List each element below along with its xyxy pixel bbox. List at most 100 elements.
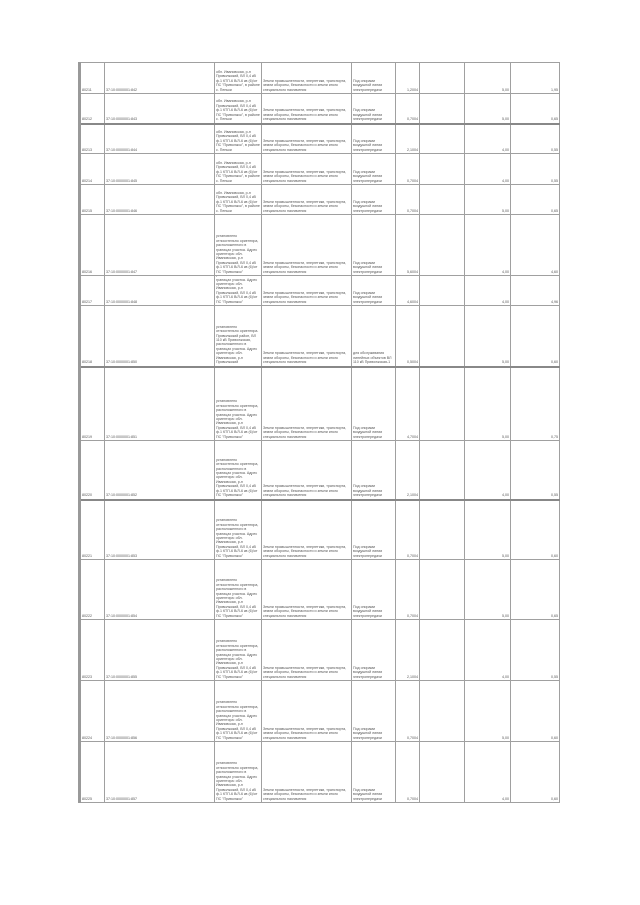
- cell-restriction: Под опорами воздушной линии электроперед…: [351, 62, 396, 94]
- value-text: 1,95: [551, 87, 558, 92]
- cell-address: установлено относительно ориентира, расп…: [214, 741, 262, 803]
- cell-value: 0,65: [510, 93, 560, 125]
- cell-land-purpose: Земли промышленности, энергетики, трансп…: [261, 123, 352, 154]
- area-text: 5,6004: [407, 269, 418, 274]
- area-text: 4,6004: [407, 299, 418, 304]
- cell-restriction: Под опорами воздушной линии электроперед…: [351, 366, 396, 441]
- land-purpose-text: Земли промышленности, энергетики, трансп…: [263, 787, 347, 801]
- cadastral-number-text: 37:10:0000001:853: [106, 553, 137, 558]
- cell-address: обл. Ивановская, р-н Приволжский, ВЛ 0,4…: [214, 62, 262, 94]
- cell-empty-cell: [419, 741, 465, 803]
- row-id-text: 80225: [82, 796, 93, 801]
- table-row: 80218 37:10:0000001:850 установлено относи…: [78, 305, 560, 368]
- cell-restriction: Под опорами воздушной линии электроперед…: [351, 214, 396, 276]
- cell-area: 5,6004: [395, 214, 420, 276]
- restriction-text: Под опорами воздушной линии электроперед…: [353, 199, 383, 213]
- area-text: 0,7004: [407, 178, 418, 183]
- cell-empty-cell: [419, 214, 465, 276]
- area-text: 2,1004: [407, 147, 418, 152]
- table-row: 80222 37:10:0000001:854 установлено относи…: [78, 559, 560, 620]
- table-row: 80220 37:10:0000001:852 установлено относи…: [78, 440, 560, 501]
- table-row: 80215 37:10:0000001:846 обл. Ивановская, р…: [78, 184, 560, 215]
- cell-value: 4,60: [510, 214, 560, 276]
- value-text: 0,65: [551, 117, 558, 122]
- cell-rate: 5,00: [464, 184, 511, 215]
- table-row: 80219 37:10:0000001:851 установлено относи…: [78, 366, 560, 441]
- area-text: 0,5004: [407, 360, 418, 365]
- cadastral-number-text: 37:10:0000001:846: [106, 208, 137, 213]
- cell-empty-cell: [419, 305, 465, 368]
- address-text: установлено относительно ориентира, расп…: [216, 234, 259, 274]
- cell-empty-cell: [419, 499, 465, 560]
- cell-cadastral-number: 37:10:0000001:844: [104, 123, 215, 154]
- cell-row-id: 80224: [78, 680, 105, 742]
- address-text: обл. Ивановская, р-н Приволжский, ВЛ 0,4…: [216, 129, 260, 152]
- address-text: установлено относительно ориентира, расп…: [216, 700, 259, 740]
- table-row: 80212 37:10:0000001:843 обл. Ивановская, р…: [78, 93, 560, 125]
- restriction-text: Под опорами воздушной линии электроперед…: [353, 78, 383, 92]
- land-purpose-text: Земли промышленности, энергетики, трансп…: [263, 665, 347, 679]
- cell-value: 0,60: [510, 741, 560, 803]
- cell-address: обл. Ивановская, р-н Приволжский, ВЛ 0,4…: [214, 153, 262, 185]
- row-id-text: 80219: [82, 434, 93, 439]
- cell-address: установлено относительно ориентира, расп…: [214, 680, 262, 742]
- table-row: 80216 37:10:0000001:847 установлено относи…: [78, 214, 560, 276]
- cell-address: установлено относительно ориентира, расп…: [214, 366, 262, 441]
- rate-text: 5,00: [502, 613, 509, 618]
- cell-cadastral-number: 37:10:0000001:846: [104, 184, 215, 215]
- cell-land-purpose: Земли промышленности, энергетики, трансп…: [261, 275, 352, 306]
- cell-land-purpose: Земли промышленности, энергетики, трансп…: [261, 214, 352, 276]
- cell-value: 0,65: [510, 559, 560, 620]
- cell-cadastral-number: 37:10:0000001:851: [104, 366, 215, 441]
- cell-restriction: Под опорами воздушной линии электроперед…: [351, 153, 396, 185]
- cell-empty-cell: [419, 619, 465, 681]
- value-text: 0,65: [551, 613, 558, 618]
- cell-empty-cell: [419, 93, 465, 125]
- row-id-text: 80213: [82, 147, 93, 152]
- address-text: установлено относительно ориентира, расп…: [216, 399, 259, 439]
- restriction-text: Под опорами воздушной линии электроперед…: [353, 787, 383, 801]
- cell-cadastral-number: 37:10:0000001:852: [104, 440, 215, 501]
- cell-value: 0,55: [510, 123, 560, 154]
- restriction-text: Под опорами воздушной линии электроперед…: [353, 108, 383, 122]
- cadastral-number-text: 37:10:0000001:852: [106, 493, 137, 498]
- area-text: 0,7004: [407, 613, 418, 618]
- cell-land-purpose: Земли промышленности, энергетики, трансп…: [261, 499, 352, 560]
- cell-empty-cell: [419, 366, 465, 441]
- rate-text: 5,00: [502, 360, 509, 365]
- area-text: 0,7004: [407, 796, 418, 801]
- area-text: 0,7004: [407, 735, 418, 740]
- row-id-text: 80214: [82, 178, 93, 183]
- cell-area: 0,7004: [395, 93, 420, 125]
- cell-rate: 4,00: [464, 153, 511, 185]
- cell-land-purpose: Земли промышленности, энергетики, трансп…: [261, 619, 352, 681]
- rate-text: 5,00: [502, 434, 509, 439]
- cell-empty-cell: [419, 184, 465, 215]
- cell-area: 2,1004: [395, 619, 420, 681]
- cell-rate: 5,00: [464, 305, 511, 368]
- restriction-text: для обслуживания линейных объектов ВЛ 11…: [353, 351, 392, 365]
- cell-rate: 4,00: [464, 123, 511, 154]
- address-text: установлено относительно ориентира, расп…: [216, 457, 259, 498]
- cell-rate: 5,00: [464, 680, 511, 742]
- cell-land-purpose: Земли промышленности, энергетики, трансп…: [261, 366, 352, 441]
- area-text: 0,7004: [407, 208, 418, 213]
- cell-rate: 5,00: [464, 93, 511, 125]
- cadastral-number-text: 37:10:0000001:850: [106, 360, 137, 365]
- cadastral-number-text: 37:10:0000001:842: [106, 87, 137, 92]
- row-id-text: 80222: [82, 613, 93, 618]
- row-id-text: 80218: [82, 360, 93, 365]
- cell-land-purpose: Земли промышленности, энергетики, трансп…: [261, 559, 352, 620]
- cell-rate: 5,00: [464, 62, 511, 94]
- table-row: 80223 37:10:0000001:855 установлено относи…: [78, 619, 560, 681]
- value-text: 0,60: [551, 735, 558, 740]
- address-text: установлено относительно ориентира. Прив…: [216, 324, 259, 365]
- value-text: 0,65: [551, 208, 558, 213]
- cell-cadastral-number: 37:10:0000001:853: [104, 499, 215, 560]
- cell-value: 0,60: [510, 305, 560, 368]
- land-purpose-text: Земли промышленности, энергетики, трансп…: [263, 138, 347, 152]
- cell-land-purpose: Земли промышленности, энергетики, трансп…: [261, 440, 352, 501]
- value-text: 4,60: [551, 269, 558, 274]
- restriction-text: Под опорами воздушной линии электроперед…: [353, 425, 383, 439]
- cell-row-id: 80211: [78, 62, 105, 94]
